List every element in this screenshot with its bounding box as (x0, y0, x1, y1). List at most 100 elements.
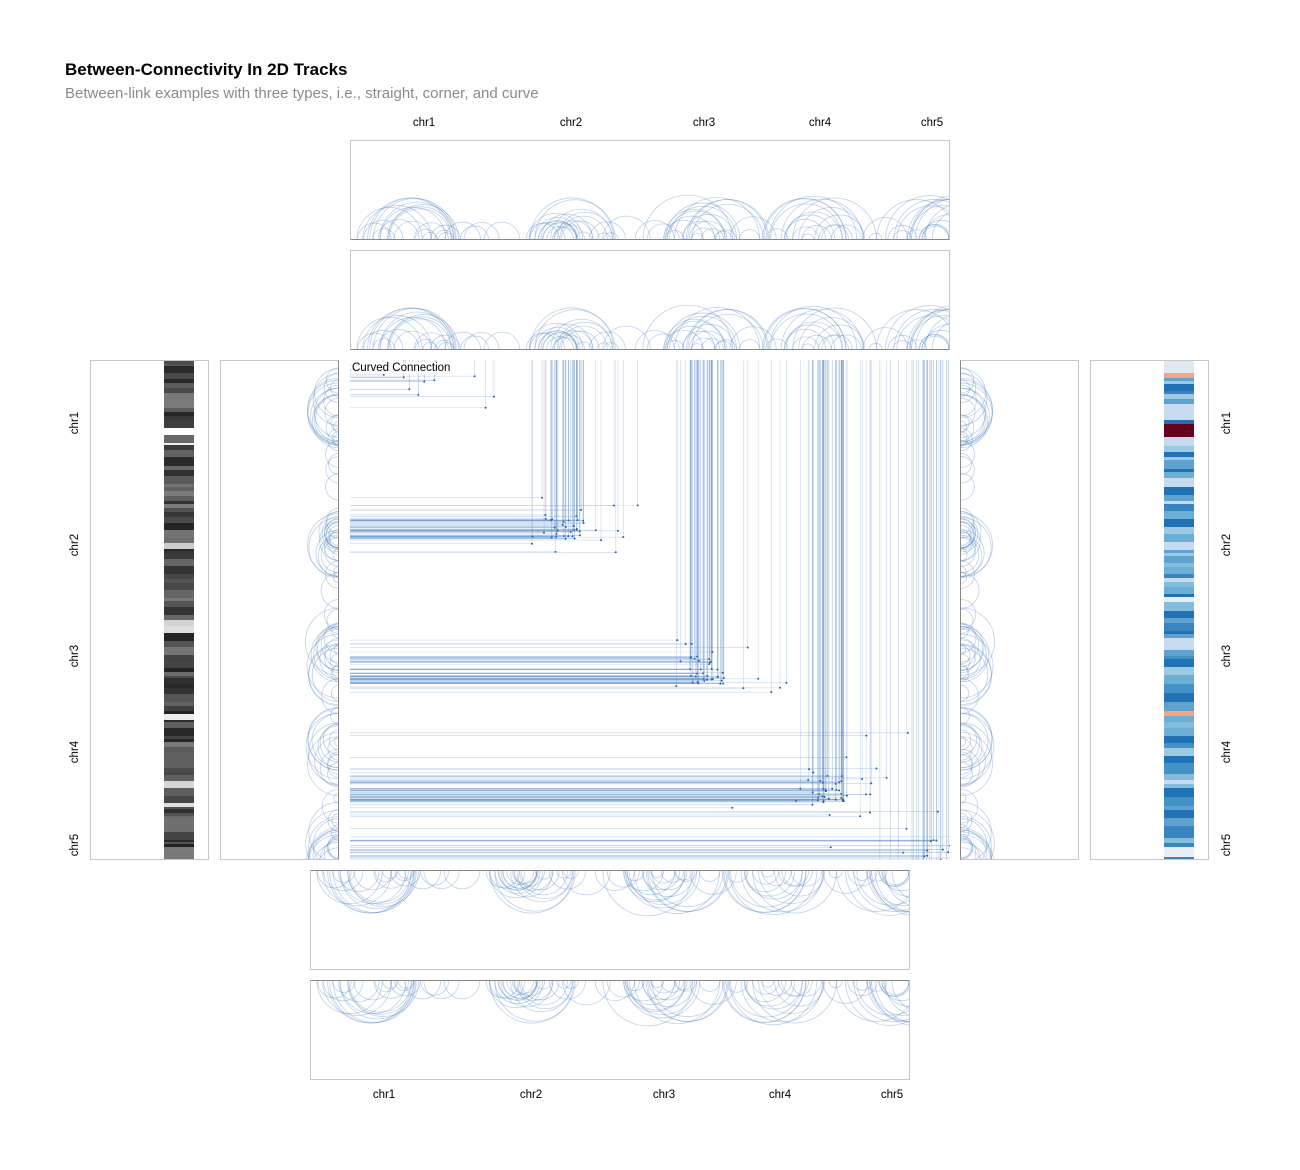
link-point (821, 781, 824, 784)
top-track-2-arc (921, 335, 949, 349)
right-track-arc (961, 431, 969, 447)
grayscale-bar (164, 711, 194, 714)
left-axis-label-chr1: chr1 (69, 411, 81, 435)
left-track-arc (308, 643, 338, 705)
grayscale-bar (164, 772, 194, 775)
bottom-track-1-arc (675, 871, 697, 882)
bottom-track-2-arc (745, 981, 803, 1010)
top-track-1-arc (554, 224, 585, 239)
left-track-arc (312, 818, 338, 859)
bottom-track-1-arc (502, 871, 537, 889)
link-point (572, 528, 575, 531)
color-bar (1164, 826, 1194, 831)
color-bar (1164, 656, 1194, 659)
link-point (703, 679, 706, 682)
bottom-track-2-arc (629, 981, 698, 1016)
top-track-1-arc (783, 218, 827, 239)
grayscale-bar (164, 435, 194, 443)
top-track-1-arc (821, 224, 853, 239)
top-track-1-arc (801, 225, 832, 239)
right-track-arc (961, 831, 995, 859)
bottom-track-1-arc (500, 871, 554, 898)
bottom-track-1-arc (498, 871, 538, 891)
left-axis-label-chr4: chr4 (69, 740, 81, 764)
link-point (706, 678, 709, 681)
link-point (865, 734, 868, 737)
link-point (822, 801, 825, 804)
right-track-arc (961, 685, 970, 702)
grayscale-bar (164, 553, 194, 559)
grayscale-bar (164, 728, 194, 736)
bottom-track-2-arc (625, 981, 701, 1019)
top-track-2-arc (909, 309, 949, 349)
bottom-track-2-arc (563, 981, 579, 989)
bottom-track-1-arc (489, 871, 575, 914)
top-arc-svg-2 (356, 304, 949, 349)
right-track-arc (961, 626, 983, 671)
grayscale-bar (164, 803, 194, 807)
bottom-track-1-arc (847, 871, 878, 886)
top-track-1-arc (529, 197, 615, 239)
link-point (706, 675, 709, 678)
link-point (869, 793, 872, 796)
link-point (561, 523, 564, 526)
top-track-1-arc (887, 225, 918, 239)
left-track-arc (327, 428, 338, 452)
top-track-2-arc (715, 339, 737, 349)
grayscale-bar (164, 510, 194, 512)
color-bar (1164, 810, 1194, 818)
link-point (757, 677, 760, 680)
left-track-arc (307, 732, 338, 796)
grayscale-bar (164, 847, 194, 853)
grayscale-bar (164, 818, 194, 825)
link-point (544, 517, 547, 520)
right-track-arc (961, 645, 971, 665)
bottom-track-1-arc (397, 871, 414, 879)
link-point (808, 768, 811, 771)
left-track-arc (325, 511, 338, 539)
left-track-arc (324, 537, 338, 567)
bottom-track-1-arc (494, 871, 541, 894)
bottom-track-1-arc (563, 871, 579, 879)
right-track-arc (961, 548, 968, 562)
top-track-2-arc (892, 340, 913, 349)
left-track-arc (319, 840, 338, 859)
link-point (831, 787, 834, 790)
top-track-2-arc (784, 324, 836, 349)
link-point (594, 529, 597, 532)
bottom-track-2-arc (347, 981, 419, 1017)
top-arc-track-1 (350, 140, 950, 240)
left-track-arc (330, 665, 338, 682)
bottom-track-1-arc (774, 871, 826, 897)
top-track-1-arc (363, 219, 404, 239)
grayscale-bar (164, 664, 194, 668)
top-track-2-arc (357, 332, 392, 349)
top-track-2-arc (575, 341, 593, 349)
right-track-arc (961, 531, 973, 555)
top-arc-track-2 (350, 250, 950, 350)
top-track-2-arc (687, 309, 770, 349)
link-point (484, 406, 487, 409)
bottom-track-1-arc (331, 871, 356, 883)
link-point (885, 776, 888, 779)
top-track-2-arc (780, 308, 864, 349)
grayscale-bar (164, 361, 194, 364)
left-track-arc (331, 431, 338, 447)
grayscale-bar (164, 484, 194, 487)
left-track-arc (308, 827, 338, 859)
grayscale-bar (164, 832, 194, 840)
link-point (838, 789, 841, 792)
top-track-2-arc (603, 342, 619, 349)
link-point (770, 691, 773, 694)
top-track-1-arc (603, 232, 619, 239)
grayscale-bar (164, 416, 194, 418)
top-track-1-arc (691, 203, 764, 239)
grayscale-bar (164, 662, 194, 664)
left-track-arc (321, 789, 338, 824)
link-point (564, 526, 567, 529)
bottom-track-2-arc (648, 981, 688, 1001)
bottom-track-2-arc (835, 981, 909, 1022)
right-track-arc (961, 722, 992, 785)
color-bar (1164, 429, 1194, 437)
grayscale-bar (164, 598, 194, 601)
